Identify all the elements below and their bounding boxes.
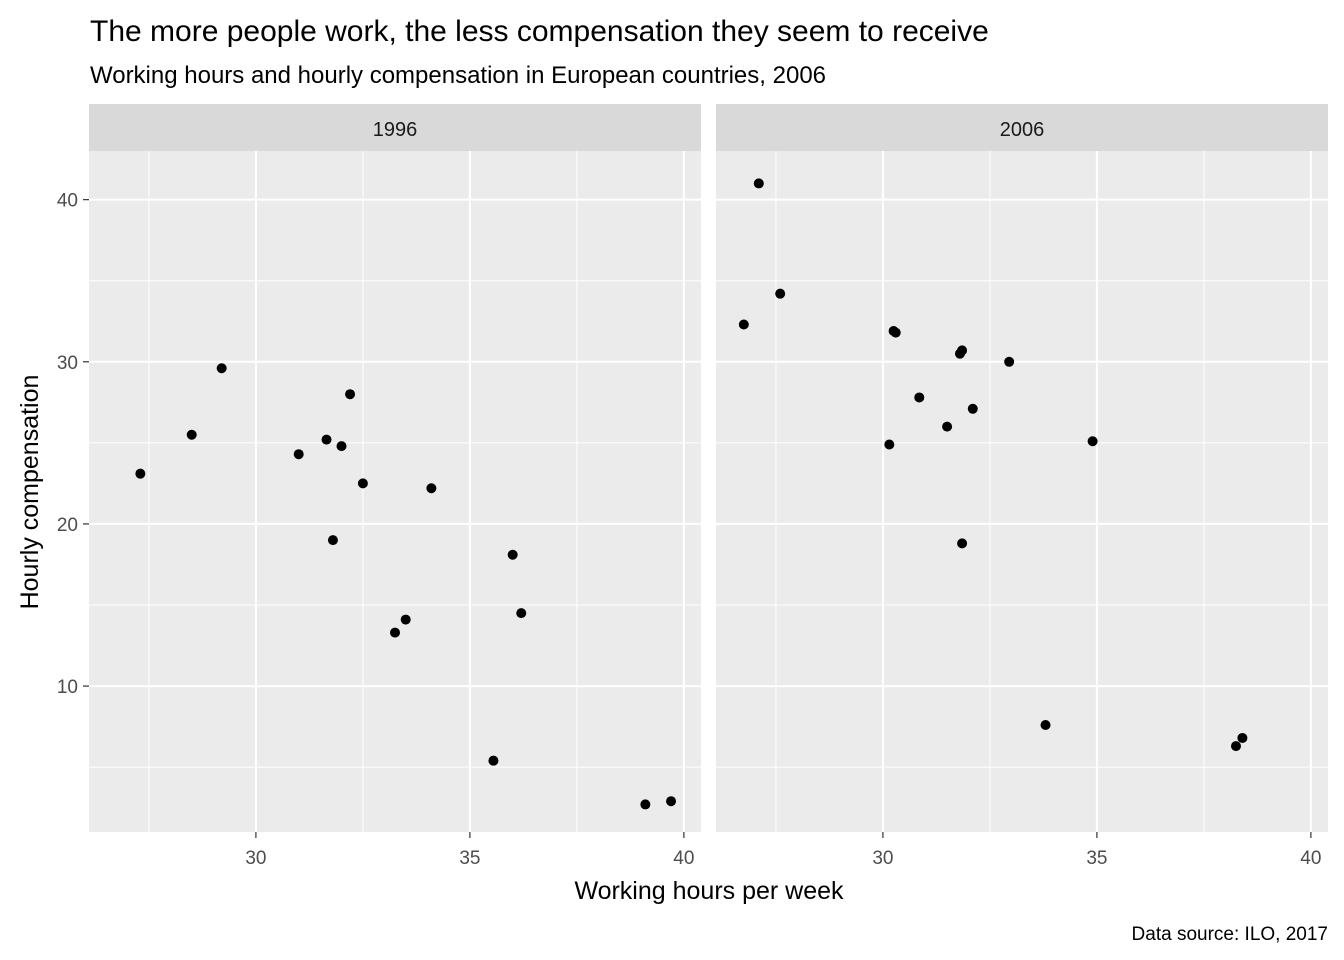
data-point [1004, 356, 1015, 367]
y-tick-label: 20 [57, 515, 78, 536]
x-tick-label: 30 [245, 848, 266, 869]
y-tick-label: 10 [57, 677, 78, 698]
facet-panels: 1996 30 35 40 2006 30 35 40 [89, 104, 1328, 869]
data-point [914, 392, 925, 403]
data-point [890, 327, 901, 338]
data-point [775, 288, 786, 299]
y-tick-label: 30 [57, 353, 78, 374]
facet-strip-label: 2006 [1000, 119, 1045, 141]
data-point [942, 421, 953, 432]
facet-strip [716, 104, 1328, 151]
data-point [216, 363, 227, 374]
data-point [1040, 719, 1051, 730]
data-point [507, 549, 518, 560]
data-point [516, 608, 527, 619]
chart-caption: Data source: ILO, 2017 [1132, 924, 1328, 945]
panel-background [89, 151, 701, 832]
x-tick-label: 30 [872, 848, 893, 869]
data-point [738, 319, 749, 330]
data-point [426, 483, 437, 494]
y-axis: 10 20 30 40 [57, 191, 89, 698]
data-point [336, 441, 347, 452]
data-point [1230, 741, 1241, 752]
facet-strip [89, 104, 701, 151]
data-point [753, 178, 764, 189]
data-point [666, 796, 677, 807]
data-point [345, 389, 356, 400]
chart-subtitle: Working hours and hourly compensation in… [90, 62, 826, 89]
data-point [293, 449, 304, 460]
x-tick-label: 40 [1300, 848, 1321, 869]
y-axis-title: Hourly compensation [16, 375, 44, 610]
data-point [488, 755, 499, 766]
data-point [967, 403, 978, 414]
data-point [327, 535, 338, 546]
x-tick-label: 40 [673, 848, 694, 869]
panel-background [716, 151, 1328, 832]
chart-title: The more people work, the less compensat… [90, 15, 989, 48]
data-point [321, 434, 332, 445]
x-tick-label: 35 [459, 848, 480, 869]
data-point [135, 468, 146, 479]
data-point [884, 439, 895, 450]
data-point [957, 538, 968, 549]
data-point [357, 478, 368, 489]
data-point [957, 345, 968, 356]
x-axis-title: Working hours per week [574, 877, 844, 905]
data-point [1087, 436, 1098, 447]
x-tick-label: 35 [1086, 848, 1107, 869]
facet-strip-label: 1996 [373, 119, 418, 141]
facet-2006: 2006 30 35 40 [716, 104, 1328, 869]
y-tick-label: 40 [57, 191, 78, 212]
data-point [186, 429, 197, 440]
data-point [390, 627, 400, 638]
data-point [640, 799, 651, 810]
data-point [1237, 732, 1248, 743]
data-point [400, 614, 411, 625]
facet-1996: 1996 30 35 40 [89, 104, 701, 869]
